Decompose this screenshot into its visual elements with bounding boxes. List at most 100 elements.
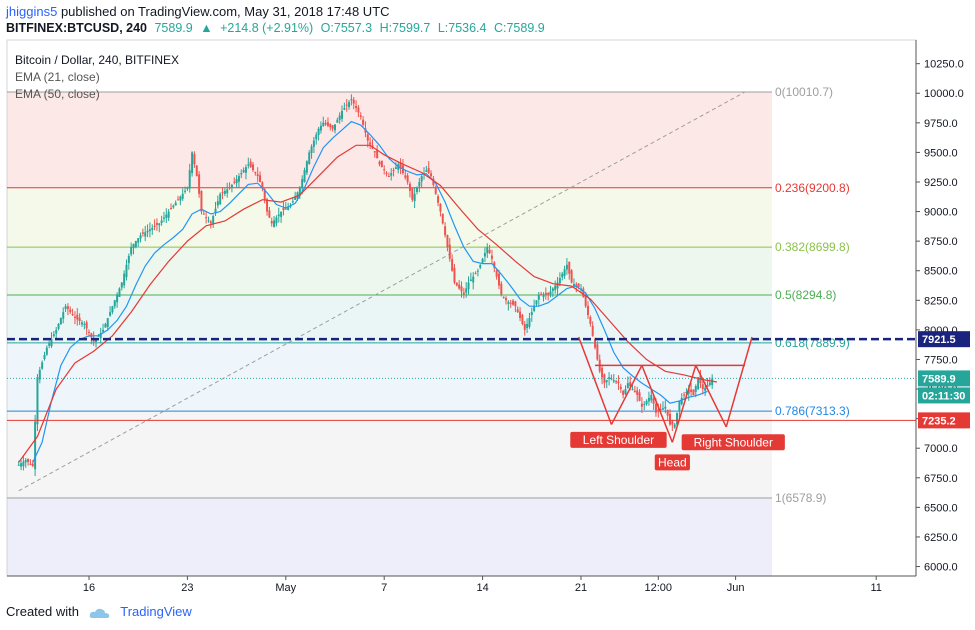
candle-body bbox=[469, 279, 472, 282]
tradingview-cloud-icon bbox=[89, 608, 109, 618]
candle-body bbox=[528, 318, 531, 327]
author-link[interactable]: jhiggins5 bbox=[6, 4, 58, 19]
candle-body bbox=[687, 389, 690, 394]
candle-body bbox=[706, 384, 709, 387]
candle-body bbox=[676, 412, 679, 425]
candle-body bbox=[652, 398, 655, 404]
footer: Created with TradingView bbox=[6, 604, 192, 619]
low-value: L:7536.4 bbox=[437, 21, 487, 35]
candle-body bbox=[608, 377, 611, 379]
price-tag-bg bbox=[918, 331, 970, 348]
candle-body bbox=[483, 252, 486, 257]
candle-body bbox=[659, 409, 662, 411]
candle-body bbox=[78, 317, 81, 322]
candle-body bbox=[249, 161, 252, 168]
candle-body bbox=[348, 102, 351, 108]
candle-body bbox=[270, 221, 273, 224]
candle-body bbox=[380, 160, 383, 168]
candle-body bbox=[575, 284, 578, 286]
candle-body bbox=[479, 264, 482, 268]
candle-body bbox=[254, 171, 257, 174]
candle-body bbox=[106, 318, 109, 327]
candle-body bbox=[188, 170, 191, 189]
fib-label: 0.5(8294.8) bbox=[775, 288, 836, 302]
candle-body bbox=[497, 273, 500, 286]
candle-body bbox=[636, 390, 639, 395]
candle-body bbox=[52, 334, 55, 337]
candle-body bbox=[399, 162, 402, 169]
candle-body bbox=[73, 316, 76, 319]
candle-body bbox=[624, 389, 627, 394]
candle-body bbox=[261, 182, 264, 188]
fib-zone bbox=[7, 295, 772, 343]
candle-body bbox=[148, 229, 151, 232]
candle-body bbox=[139, 235, 142, 239]
candle-body bbox=[387, 176, 390, 178]
open-value: O:7557.3 bbox=[320, 21, 373, 35]
candle-body bbox=[66, 306, 69, 310]
candle-body bbox=[209, 221, 212, 224]
candle-body bbox=[352, 99, 355, 104]
candle-body bbox=[345, 104, 348, 106]
pattern-line bbox=[725, 336, 753, 428]
candle-body bbox=[383, 169, 386, 171]
x-tick-label: 21 bbox=[575, 582, 587, 594]
candle-body bbox=[617, 381, 620, 384]
candle-body bbox=[308, 152, 311, 165]
candle-body bbox=[697, 377, 700, 389]
candle-body bbox=[418, 181, 421, 187]
candle-body bbox=[605, 380, 608, 382]
candle-body bbox=[622, 390, 625, 395]
candle-body bbox=[298, 187, 301, 196]
candle-body bbox=[619, 386, 622, 390]
candle-body bbox=[251, 164, 254, 171]
candle-body bbox=[704, 387, 707, 391]
candle-body bbox=[226, 189, 229, 194]
candle-body bbox=[228, 187, 231, 189]
pattern-line bbox=[641, 365, 674, 443]
candle-body bbox=[268, 210, 271, 218]
candle-body bbox=[509, 302, 512, 304]
high-value: H:7599.7 bbox=[379, 21, 431, 35]
tradingview-link[interactable]: TradingView bbox=[120, 604, 192, 619]
candle-body bbox=[392, 169, 395, 171]
y-tick-label: 6000.0 bbox=[924, 562, 958, 574]
candle-body bbox=[109, 312, 112, 316]
candle-body bbox=[537, 294, 540, 300]
candle-body bbox=[533, 306, 536, 311]
candle-body bbox=[99, 332, 102, 339]
candle-body bbox=[678, 400, 681, 412]
candle-body bbox=[488, 249, 491, 253]
candle-body bbox=[132, 244, 135, 249]
candle-body bbox=[577, 283, 580, 287]
candle-body bbox=[594, 339, 597, 348]
candle-body bbox=[158, 223, 161, 226]
candle-body bbox=[359, 115, 362, 117]
pattern-line bbox=[671, 365, 697, 443]
candle-body bbox=[669, 413, 672, 425]
candle-body bbox=[237, 176, 240, 182]
candle-body bbox=[472, 276, 475, 283]
candle-body bbox=[29, 463, 32, 465]
candle-body bbox=[71, 314, 74, 316]
candle-body bbox=[610, 378, 613, 380]
candle-body bbox=[31, 463, 34, 466]
candle-body bbox=[355, 105, 358, 109]
candle-body bbox=[301, 179, 304, 188]
candle-body bbox=[191, 152, 194, 174]
candle-body bbox=[338, 115, 341, 120]
candle-body bbox=[481, 258, 484, 263]
y-tick-label: 6250.0 bbox=[924, 532, 958, 544]
x-tick-label: Jun bbox=[727, 582, 745, 594]
y-tick-label: 7000.0 bbox=[924, 443, 958, 455]
candle-body bbox=[277, 214, 280, 217]
candle-body bbox=[512, 300, 515, 305]
candle-body bbox=[280, 211, 283, 217]
candle-body bbox=[647, 397, 650, 402]
candle-body bbox=[244, 167, 247, 173]
candle-body bbox=[319, 125, 322, 131]
candle-body bbox=[48, 343, 51, 346]
candle-body bbox=[127, 255, 130, 264]
candle-body bbox=[563, 269, 566, 277]
